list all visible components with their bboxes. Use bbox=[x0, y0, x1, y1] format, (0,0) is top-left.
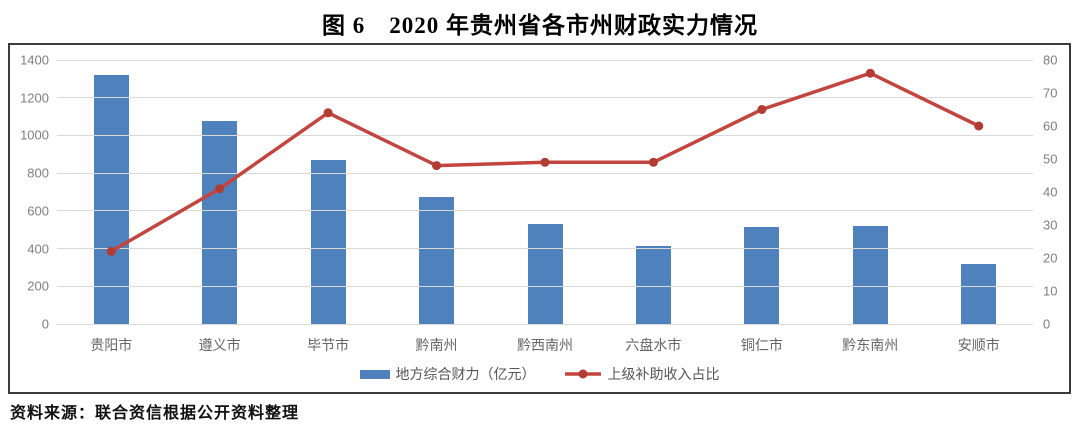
y-axis-tick-label-right: 10 bbox=[1043, 283, 1058, 299]
bar-黔东南州 bbox=[852, 226, 888, 324]
gridline bbox=[57, 210, 1033, 212]
y-axis-tick-label-right: 50 bbox=[1043, 151, 1058, 167]
x-axis-label-黔南州: 黔南州 bbox=[415, 337, 458, 353]
legend-swatch-bar-icon bbox=[359, 369, 390, 379]
gridline bbox=[57, 134, 1033, 136]
line-marker bbox=[540, 157, 550, 167]
y-axis-tick-label-left: 400 bbox=[27, 241, 49, 257]
legend-swatch-line-icon bbox=[564, 369, 601, 379]
y-axis-tick-label-right: 0 bbox=[1043, 316, 1051, 332]
y-axis-tick-label-right: 40 bbox=[1043, 184, 1058, 200]
legend-label: 上级补助收入占比 bbox=[607, 366, 720, 382]
line-marker bbox=[432, 161, 442, 171]
gridline bbox=[57, 248, 1033, 250]
y-axis-tick-label-left: 1400 bbox=[20, 52, 49, 68]
bar-毕节市 bbox=[310, 160, 346, 324]
legend-item-line: 上级补助收入占比 bbox=[564, 364, 720, 384]
bar-安顺市 bbox=[961, 263, 997, 324]
legend-label: 地方综合财力（亿元） bbox=[395, 366, 536, 382]
gridline bbox=[57, 323, 1033, 325]
y-axis-tick-label-left: 200 bbox=[27, 278, 49, 294]
line-marker bbox=[865, 68, 875, 78]
right-axis: 0 10 20 30 40 50 60 70 80 bbox=[1043, 53, 1069, 332]
y-axis-tick-label-left: 600 bbox=[27, 203, 49, 219]
y-axis-tick-label-left: 1200 bbox=[20, 90, 49, 106]
y-axis-tick-label-left: 0 bbox=[41, 316, 49, 332]
x-axis-labels: 贵阳市 遵义市 毕节市 黔南州 黔西南州 六盘水市 铜仁市 黔东南州 安顺市 bbox=[57, 335, 1033, 355]
bar-黔西南州 bbox=[527, 224, 563, 324]
x-axis-label-遵义市: 遵义市 bbox=[198, 337, 241, 353]
line-marker bbox=[323, 108, 333, 118]
y-axis-tick-label-right: 30 bbox=[1043, 217, 1058, 233]
bar-遵义市 bbox=[202, 120, 238, 324]
gridline bbox=[57, 172, 1033, 174]
bar-六盘水市 bbox=[635, 246, 671, 324]
bar-series bbox=[57, 60, 1033, 324]
bar-黔南州 bbox=[419, 196, 455, 324]
y-axis-tick-label-right: 20 bbox=[1043, 250, 1058, 266]
x-axis-label-黔东南州: 黔东南州 bbox=[842, 337, 899, 353]
y-axis-tick-label-left: 800 bbox=[27, 165, 49, 181]
x-axis-label-铜仁市: 铜仁市 bbox=[740, 337, 783, 353]
x-axis-label-毕节市: 毕节市 bbox=[307, 337, 350, 353]
legend: 地方综合财力（亿元） 上级补助收入占比 bbox=[10, 363, 1069, 385]
left-axis: 0 200 400 600 800 1000 1200 1400 bbox=[10, 53, 49, 332]
line-marker bbox=[106, 246, 116, 256]
chart-title: 图 6 2020 年贵州省各市州财政实力情况 bbox=[322, 13, 758, 38]
y-axis-tick-label-right: 80 bbox=[1043, 52, 1058, 68]
gridline bbox=[57, 97, 1033, 99]
bar-铜仁市 bbox=[744, 226, 780, 324]
plot-area bbox=[57, 59, 1033, 325]
line-marker bbox=[757, 105, 767, 114]
chart-frame: 0 200 400 600 800 1000 1200 1400 0 10 20 30 40 50 60 7… bbox=[8, 43, 1071, 394]
x-axis-label-安顺市: 安顺市 bbox=[957, 337, 1000, 353]
source-note: 资料来源：联合资信根据公开资料整理 bbox=[10, 405, 300, 422]
y-axis-tick-label-right: 70 bbox=[1043, 85, 1058, 101]
gridline bbox=[57, 59, 1033, 61]
line-marker bbox=[215, 184, 225, 194]
line-marker bbox=[974, 121, 984, 131]
x-axis-label-六盘水市: 六盘水市 bbox=[625, 337, 682, 353]
bar-贵阳市 bbox=[93, 75, 129, 324]
legend-item-bar: 地方综合财力（亿元） bbox=[359, 364, 536, 384]
gridline bbox=[57, 285, 1033, 287]
y-axis-tick-label-left: 1000 bbox=[20, 127, 49, 143]
y-axis-tick-label-right: 60 bbox=[1043, 118, 1058, 134]
line-series bbox=[106, 68, 984, 256]
x-axis-label-贵阳市: 贵阳市 bbox=[90, 337, 133, 353]
x-axis-label-黔西南州: 黔西南州 bbox=[516, 337, 573, 353]
line-marker bbox=[648, 157, 658, 167]
